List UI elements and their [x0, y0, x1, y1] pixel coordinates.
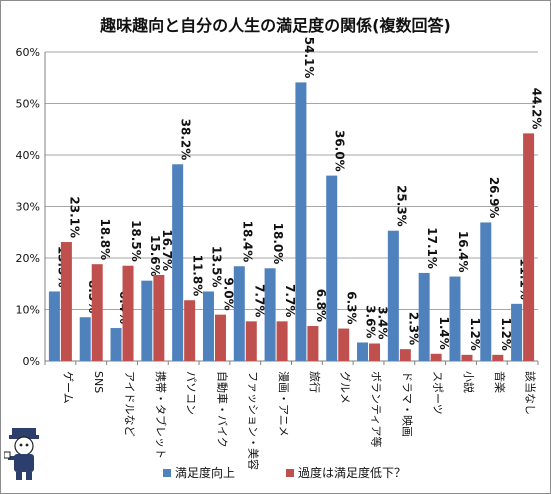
data-label: 18.5% [129, 220, 143, 262]
data-label: 13.5% [209, 246, 223, 288]
x-tick-label: 旅行 [308, 371, 322, 393]
bar-series-1 [357, 342, 369, 361]
x-tick-label: ボランティア等 [370, 371, 384, 447]
bar-series-2 [60, 242, 72, 361]
bar-series-2 [276, 321, 288, 361]
data-label: 16.7% [160, 229, 174, 271]
bar-series-2 [122, 265, 134, 361]
bar-series-2 [184, 300, 196, 361]
data-label: 36.0% [333, 130, 347, 172]
bar-series-2 [523, 133, 535, 361]
bar-series-2 [399, 349, 411, 361]
bar-series-1 [480, 222, 492, 361]
x-tick-label: 漫画・アニメ [277, 371, 291, 437]
bar-series-2 [307, 325, 319, 361]
bar-series-2 [369, 343, 381, 361]
data-label: 18.4% [240, 221, 254, 263]
x-tick-label: 該当なし [524, 371, 538, 415]
x-tick-label: ゲーム [61, 371, 74, 404]
bar-series-1 [511, 303, 523, 361]
x-tick-label: 携帯・タブレット [154, 371, 168, 459]
bar-series-2 [245, 321, 257, 361]
bar-series-1 [264, 268, 276, 361]
bar-series-1 [233, 266, 245, 361]
data-label: 23.1% [67, 196, 81, 238]
bar-series-1 [387, 230, 399, 361]
legend-item-series-1: 満足度向上 [163, 464, 235, 481]
legend-item-series-2: 過度は満足度低下？ [286, 464, 406, 481]
y-tick-label: 20% [16, 252, 40, 265]
y-tick-label: 10% [16, 304, 40, 317]
data-label: 7.7% [252, 284, 266, 317]
data-label: 3.4% [376, 306, 390, 339]
bar-series-1 [110, 328, 122, 361]
bar-series-2 [153, 274, 165, 361]
bar-series-1 [202, 291, 214, 361]
x-tick-label: スポーツ [431, 371, 444, 415]
x-tick-label: 自動車・バイク [215, 371, 229, 448]
y-tick-label: 40% [16, 149, 40, 162]
chart-title: 趣味趣向と自分の人生の満足度の関係(複数回答) [100, 16, 451, 35]
bar-series-1 [141, 280, 153, 361]
data-label: 25.3% [394, 185, 408, 227]
bar-series-2 [214, 314, 226, 361]
data-label: 26.9% [487, 177, 501, 219]
data-label: 18.8% [98, 219, 112, 261]
x-tick-label: SNS [92, 371, 105, 393]
bar-series-1 [172, 164, 184, 361]
data-label: 44.2% [530, 88, 544, 130]
bar-series-1 [79, 317, 91, 361]
data-label: 17.1% [425, 227, 439, 269]
data-label: 3.6% [364, 305, 378, 338]
x-tick-label: ファッション・美容 [246, 371, 260, 470]
x-tick-label: 音楽 [493, 371, 507, 393]
x-tick-label: パソコン [185, 371, 198, 415]
y-tick-label: 30% [16, 201, 40, 214]
data-label: 6.8% [314, 289, 328, 322]
data-label: 9.0% [221, 277, 235, 310]
y-tick-label: 50% [16, 98, 40, 111]
bar-series-2 [338, 328, 350, 361]
data-label: 1.2% [499, 318, 513, 351]
y-tick-label: 60% [16, 46, 40, 59]
data-label: 6.3% [345, 291, 359, 324]
x-tick-label: アイドルなど [123, 371, 136, 436]
bar-series-1 [326, 175, 338, 361]
data-label: 1.4% [437, 317, 451, 350]
data-label: 54.1% [302, 37, 316, 79]
legend-label-series-1: 満足度向上 [175, 466, 236, 480]
bar-series-1 [48, 291, 60, 361]
data-label: 11.8% [191, 255, 205, 297]
legend-label-series-2: 過度は満足度低下？ [298, 466, 407, 480]
bar-series-2 [492, 354, 504, 361]
data-label: 18.0% [271, 223, 285, 265]
bar-series-1 [449, 276, 461, 361]
data-label: 16.4% [456, 231, 470, 273]
data-label: 2.3% [406, 312, 420, 345]
bar-series-1 [418, 272, 430, 361]
x-tick-label: ドラマ・映画 [400, 371, 413, 437]
bar-series-2 [461, 354, 473, 361]
y-tick-label: 0% [23, 355, 40, 368]
legend-swatch-series-2 [286, 468, 294, 477]
data-label: 38.2% [179, 119, 193, 161]
data-label: 15.6% [148, 235, 162, 277]
bar-series-1 [295, 82, 307, 361]
bar-series-2 [91, 264, 103, 361]
data-label: 1.2% [468, 318, 482, 351]
x-tick-label: グルメ [339, 371, 353, 404]
x-tick-label: 小説 [462, 371, 476, 393]
legend-swatch-series-1 [163, 468, 171, 477]
mascot-illustration [4, 428, 39, 480]
data-label: 7.7% [283, 284, 297, 317]
bar-series-2 [430, 353, 442, 361]
